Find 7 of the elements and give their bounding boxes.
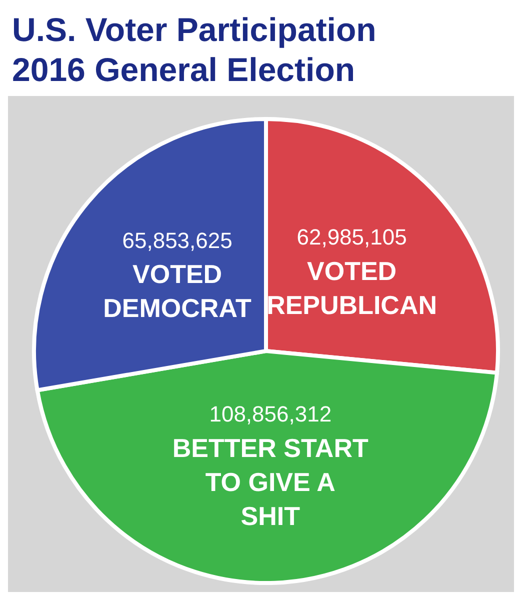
slice-label: VOTED REPUBLICAN (266, 256, 438, 320)
data-label: 65,853,625 (122, 228, 232, 254)
slice-label: BETTER START TO GIVE A SHIT (172, 432, 368, 531)
data-label: 62,985,105 (296, 224, 407, 250)
chart-title: U.S. Voter Participation 2016 General Election (8, 8, 514, 96)
slice-label: VOTED DEMOCRAT (103, 259, 252, 324)
data-label: 108,856,312 (209, 402, 332, 427)
